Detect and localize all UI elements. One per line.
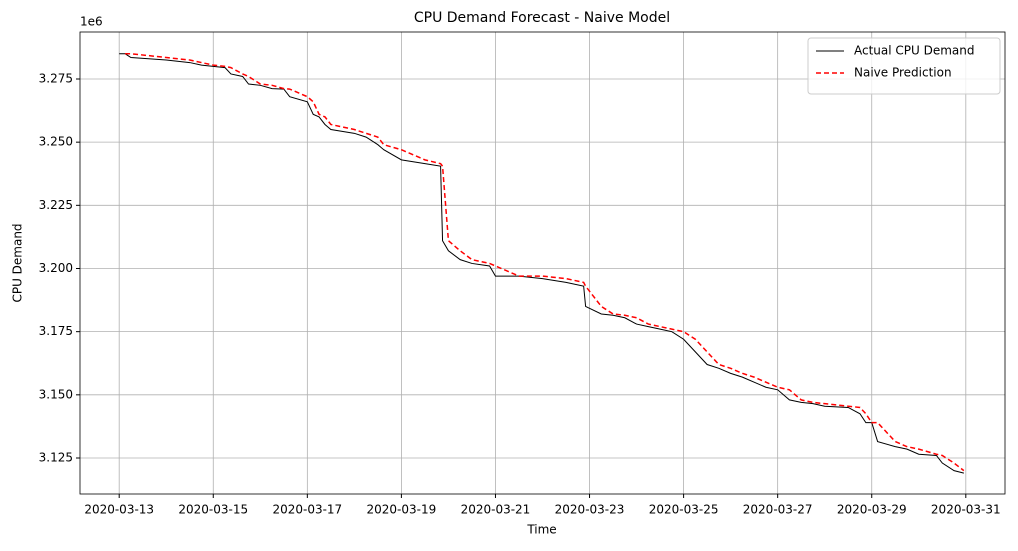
y-tick-label: 3.150 — [39, 387, 73, 401]
y-tick-label: 3.125 — [39, 450, 73, 464]
x-tick-label: 2020-03-17 — [272, 503, 342, 517]
x-tick-label: 2020-03-15 — [178, 503, 248, 517]
x-tick-label: 2020-03-19 — [367, 503, 437, 517]
y-tick-label: 3.275 — [39, 71, 73, 85]
y-tick-label: 3.225 — [39, 198, 73, 212]
x-tick-label: 2020-03-31 — [931, 503, 1001, 517]
x-tick-label: 2020-03-21 — [461, 503, 531, 517]
y-tick-label: 3.175 — [39, 324, 73, 338]
y-tick-label: 3.250 — [39, 135, 73, 149]
x-axis-label: Time — [526, 523, 556, 537]
x-tick-label: 2020-03-13 — [84, 503, 154, 517]
chart-title: CPU Demand Forecast - Naive Model — [414, 10, 670, 26]
legend-label: Naive Prediction — [854, 66, 952, 80]
plot-frame — [79, 31, 1006, 495]
series-line — [119, 53, 964, 474]
y-tick-label: 3.200 — [39, 261, 73, 275]
x-tick-label: 2020-03-25 — [649, 503, 719, 517]
x-tick-label: 2020-03-29 — [837, 503, 907, 517]
legend-box — [807, 37, 1001, 95]
y-offset-text: 1e6 — [80, 15, 103, 29]
legend-label: Actual CPU Demand — [854, 44, 975, 58]
series-line — [125, 52, 965, 472]
x-tick-label: 2020-03-27 — [743, 503, 813, 517]
x-tick-label: 2020-03-23 — [555, 503, 625, 517]
y-axis-label: CPU Demand — [11, 223, 25, 302]
